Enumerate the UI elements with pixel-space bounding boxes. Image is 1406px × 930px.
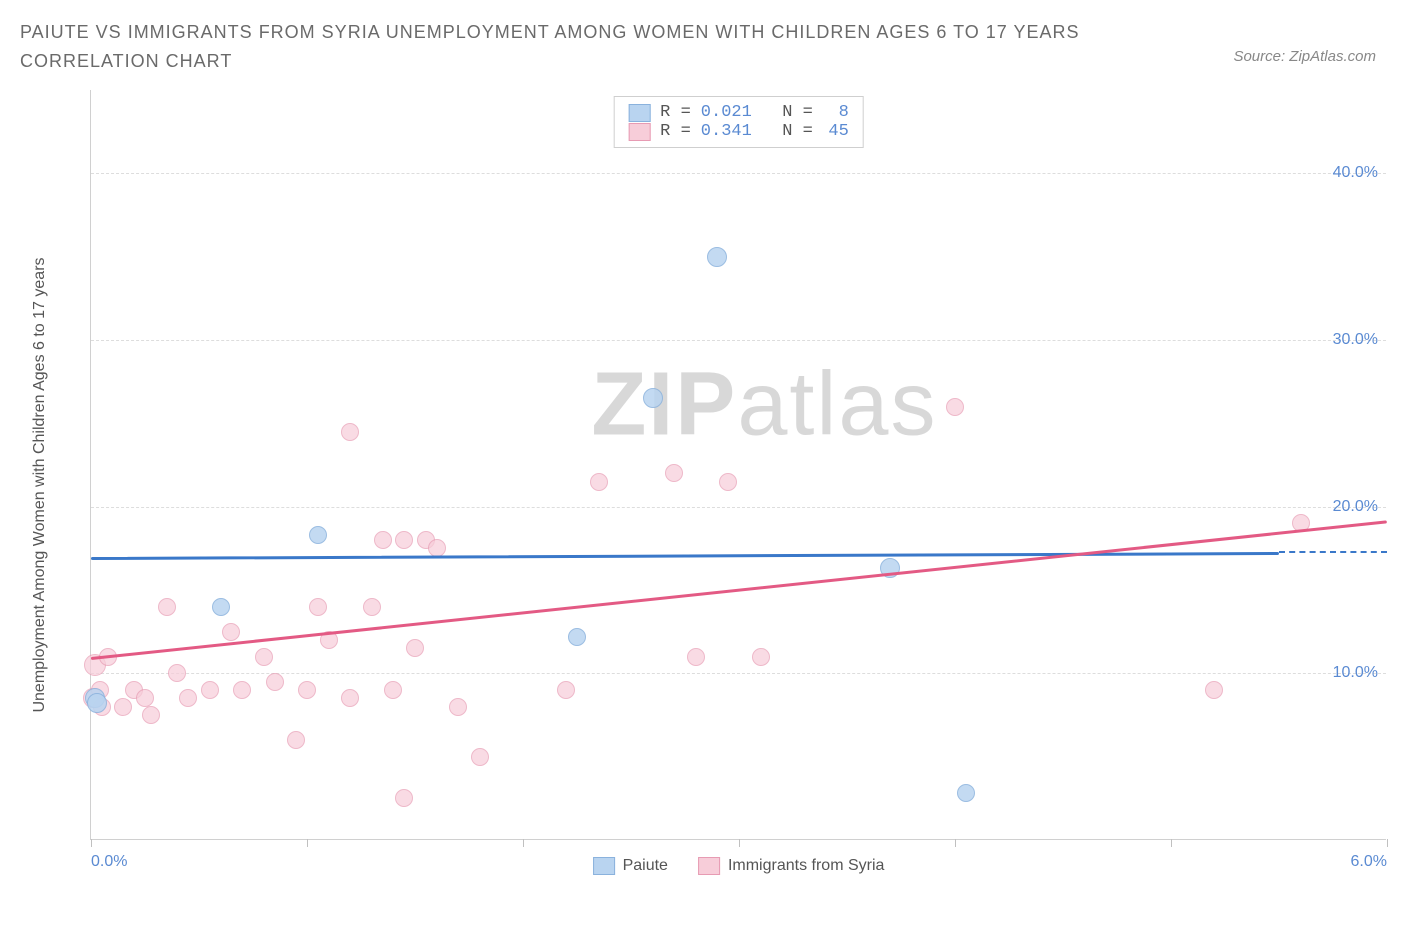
- data-point: [158, 598, 176, 616]
- data-point: [957, 784, 975, 802]
- legend-swatch: [628, 104, 650, 122]
- data-point: [590, 473, 608, 491]
- data-point: [374, 531, 392, 549]
- legend-item: Paiute: [593, 857, 668, 875]
- r-value: 0.341: [701, 122, 752, 141]
- data-point: [87, 693, 107, 713]
- data-point: [201, 681, 219, 699]
- data-point: [168, 664, 186, 682]
- data-point: [719, 473, 737, 491]
- data-point: [142, 706, 160, 724]
- data-point: [1205, 681, 1223, 699]
- legend-swatch: [628, 123, 650, 141]
- y-tick-label: 10.0%: [1333, 664, 1378, 682]
- data-point: [212, 598, 230, 616]
- legend-label: Immigrants from Syria: [728, 857, 884, 875]
- legend-swatch: [698, 857, 720, 875]
- y-tick-label: 20.0%: [1333, 498, 1378, 516]
- n-value: 8: [823, 103, 849, 122]
- data-point: [946, 398, 964, 416]
- y-tick-label: 40.0%: [1333, 164, 1378, 182]
- data-point: [179, 689, 197, 707]
- x-tick: [307, 839, 308, 847]
- x-tick: [1171, 839, 1172, 847]
- data-point: [557, 681, 575, 699]
- data-point: [136, 689, 154, 707]
- data-point: [406, 639, 424, 657]
- data-point: [395, 531, 413, 549]
- x-tick: [523, 839, 524, 847]
- x-tick: [91, 839, 92, 847]
- data-point: [568, 628, 586, 646]
- watermark: ZIPatlas: [591, 353, 937, 456]
- data-point: [287, 731, 305, 749]
- data-point: [341, 689, 359, 707]
- data-point: [665, 464, 683, 482]
- watermark-atlas: atlas: [737, 354, 937, 454]
- data-point: [266, 673, 284, 691]
- data-point: [309, 598, 327, 616]
- data-point: [384, 681, 402, 699]
- data-point: [752, 648, 770, 666]
- y-tick-label: 30.0%: [1333, 331, 1378, 349]
- x-tick: [739, 839, 740, 847]
- gridline: [91, 507, 1386, 508]
- data-point: [114, 698, 132, 716]
- chart-title: PAIUTE VS IMMIGRANTS FROM SYRIA UNEMPLOY…: [20, 18, 1120, 76]
- n-label: N =: [762, 122, 813, 141]
- plot-area: ZIPatlas R = 0.021 N = 8R = 0.341 N = 45…: [90, 90, 1386, 840]
- chart-container: Unemployment Among Women with Children A…: [50, 90, 1386, 880]
- r-label: R =: [660, 103, 691, 122]
- data-point: [643, 388, 663, 408]
- legend-series: Paiute Immigrants from Syria: [593, 857, 885, 875]
- data-point: [707, 247, 727, 267]
- n-value: 45: [823, 122, 849, 141]
- legend-stat-row: R = 0.021 N = 8: [628, 103, 849, 122]
- n-label: N =: [762, 103, 813, 122]
- r-value: 0.021: [701, 103, 752, 122]
- legend-item: Immigrants from Syria: [698, 857, 884, 875]
- data-point: [449, 698, 467, 716]
- data-point: [222, 623, 240, 641]
- r-label: R =: [660, 122, 691, 141]
- legend-label: Paiute: [623, 857, 668, 875]
- source-attribution: Source: ZipAtlas.com: [1233, 48, 1376, 65]
- x-tick-label: 0.0%: [91, 853, 127, 871]
- trend-extension: [1279, 551, 1387, 553]
- trend-line: [91, 520, 1387, 660]
- y-axis-label: Unemployment Among Women with Children A…: [31, 257, 49, 712]
- x-tick: [955, 839, 956, 847]
- data-point: [341, 423, 359, 441]
- data-point: [255, 648, 273, 666]
- gridline: [91, 340, 1386, 341]
- data-point: [471, 748, 489, 766]
- data-point: [363, 598, 381, 616]
- data-point: [298, 681, 316, 699]
- watermark-zip: ZIP: [591, 354, 737, 454]
- data-point: [395, 789, 413, 807]
- x-tick-label: 6.0%: [1351, 853, 1387, 871]
- data-point: [309, 526, 327, 544]
- data-point: [233, 681, 251, 699]
- legend-swatch: [593, 857, 615, 875]
- gridline: [91, 173, 1386, 174]
- x-tick: [1387, 839, 1388, 847]
- gridline: [91, 673, 1386, 674]
- data-point: [687, 648, 705, 666]
- legend-stat-row: R = 0.341 N = 45: [628, 122, 849, 141]
- legend-stats: R = 0.021 N = 8R = 0.341 N = 45: [613, 96, 864, 148]
